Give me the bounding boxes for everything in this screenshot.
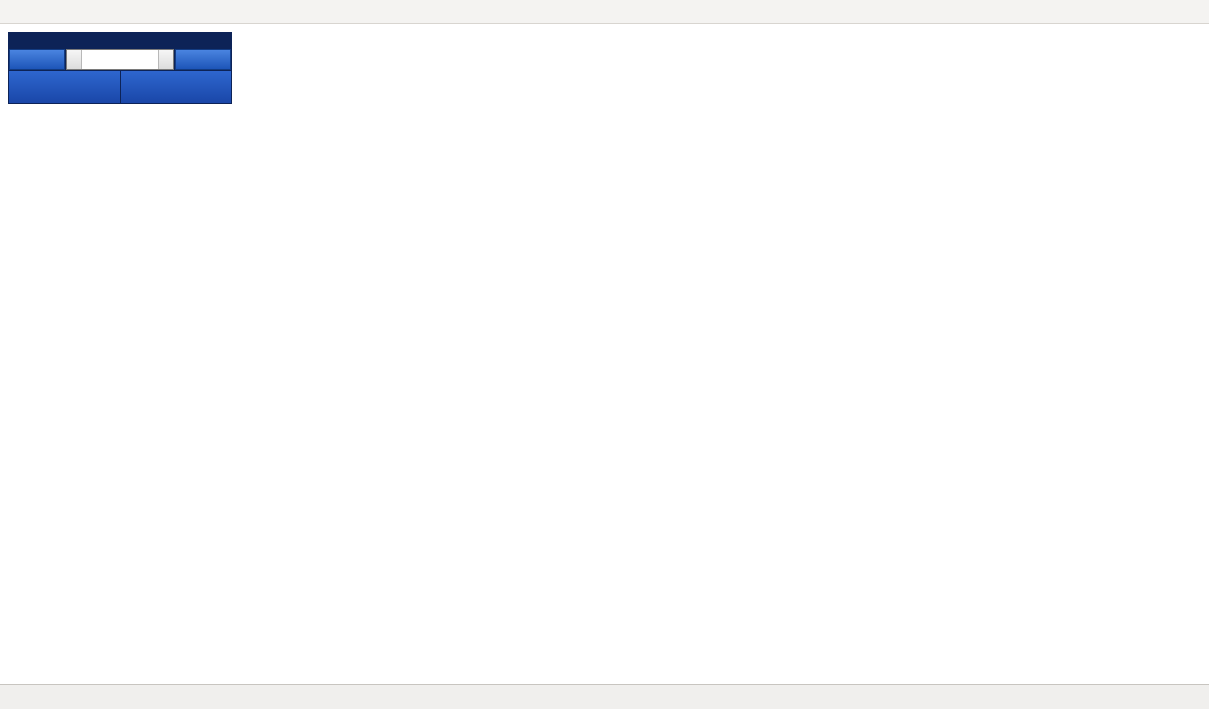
one-click-trading-panel	[8, 32, 232, 104]
chart-title-bar	[8, 32, 232, 48]
chart-tabs-bar	[0, 684, 1209, 709]
volume-increase-button[interactable]	[158, 50, 173, 69]
timeframe-toolbar	[0, 0, 1209, 24]
sell-button[interactable]	[9, 49, 65, 70]
volume-spinner	[66, 49, 174, 70]
bid-price-display[interactable]	[9, 71, 120, 103]
buy-button[interactable]	[175, 49, 231, 70]
volume-decrease-button[interactable]	[67, 50, 82, 69]
order-buttons-row	[8, 48, 232, 71]
ask-price-display[interactable]	[120, 71, 231, 103]
bid-ask-row	[8, 71, 232, 104]
volume-input[interactable]	[82, 50, 158, 69]
